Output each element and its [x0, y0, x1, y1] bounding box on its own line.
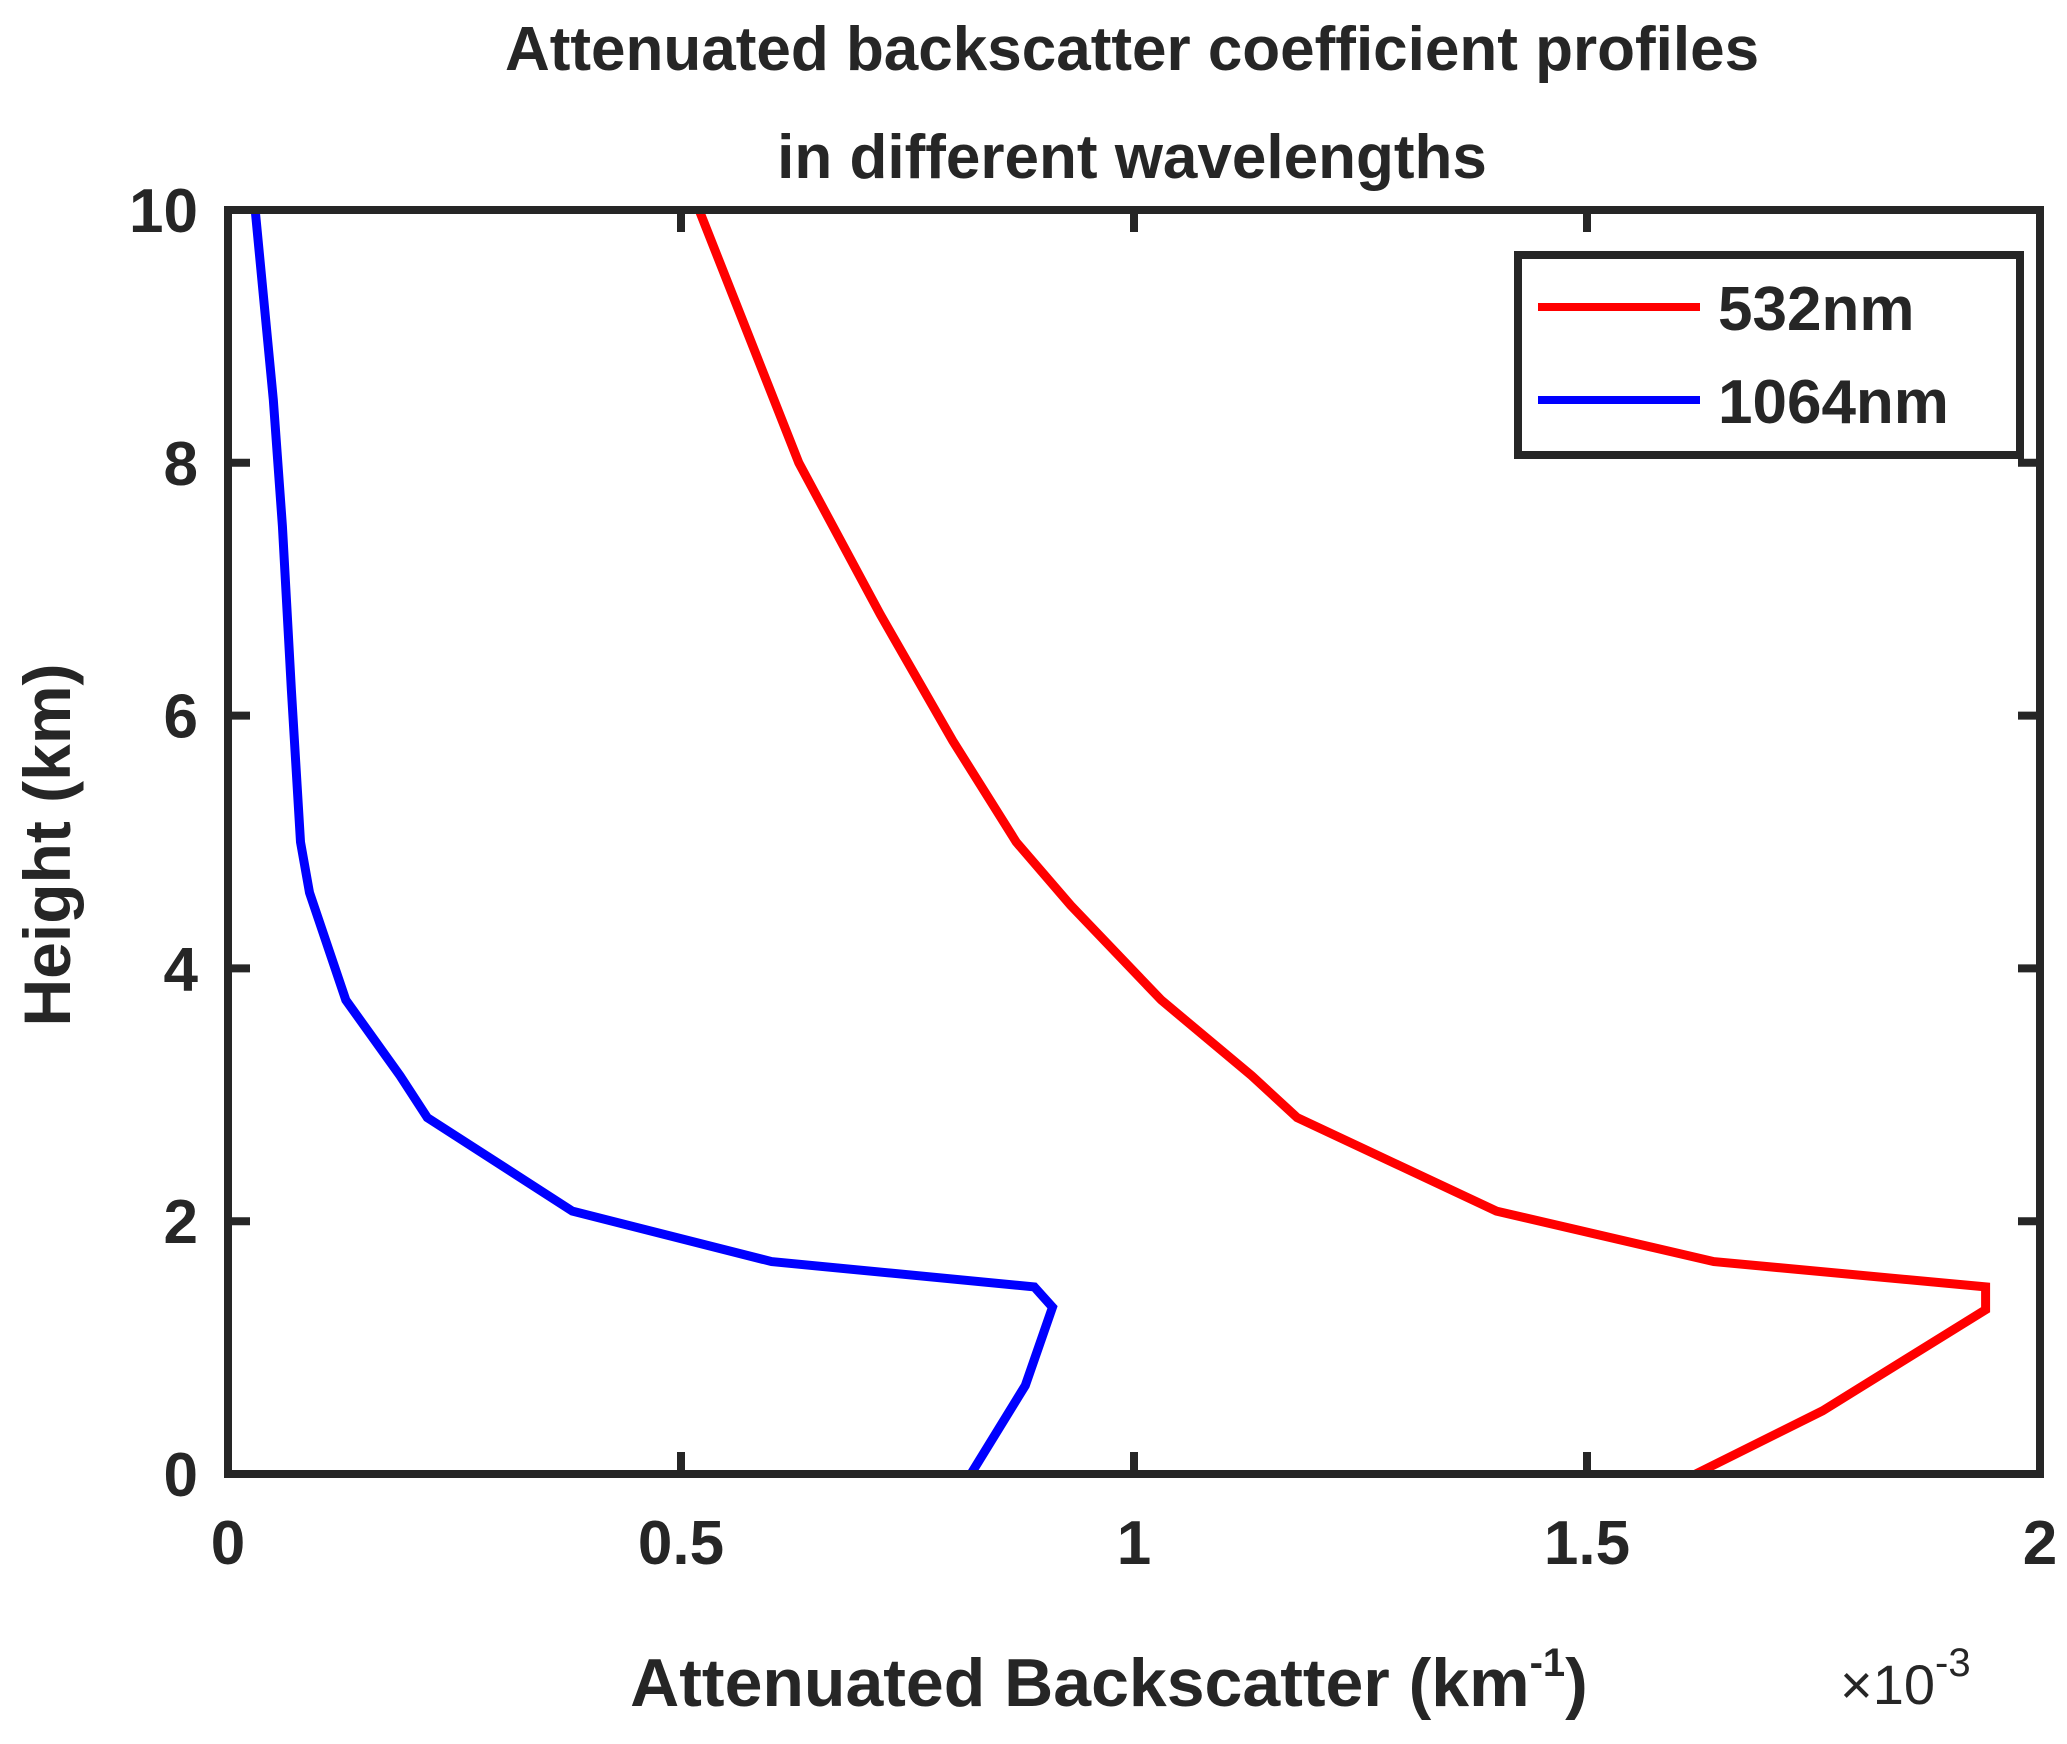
- x-tick-label: 1: [1117, 1509, 1151, 1578]
- x-axis-label-main: Attenuated Backscatter (km: [630, 1645, 1529, 1721]
- plot-area: [250, 208, 1991, 1479]
- x-tick-label: 1.5: [1544, 1509, 1630, 1578]
- x-tick-label: 0.5: [638, 1509, 724, 1578]
- legend-label-532nm: 532nm: [1718, 275, 1914, 344]
- x-axis-label-superscript: -1: [1530, 1641, 1566, 1685]
- y-tick-label: 0: [164, 1441, 198, 1510]
- x-axis-exponent-base: ×10: [1840, 1653, 1935, 1716]
- axes: 0 0.5 1 1.5 2 0 2 4 6 8 10: [129, 177, 2057, 1578]
- series-line-532nm: [694, 208, 1991, 1479]
- legend: 532nm 1064nm: [1514, 251, 2024, 459]
- x-axis-label-close: ): [1565, 1645, 1588, 1721]
- y-tick-label: 4: [164, 935, 199, 1004]
- chart-title-line-1: Attenuated backscatter coefficient profi…: [505, 15, 1759, 84]
- y-axis-label: Height (km): [10, 664, 84, 1027]
- y-tick-label: 8: [164, 430, 198, 499]
- legend-box: [1514, 251, 2024, 459]
- series-line-1064nm: [250, 209, 1058, 1477]
- x-axis-exponent-power: -3: [1935, 1641, 1971, 1685]
- x-tick-label: 0: [211, 1509, 245, 1578]
- y-tick-label: 2: [164, 1188, 198, 1257]
- x-tick-label: 2: [2023, 1509, 2057, 1578]
- x-axis-label: Attenuated Backscatter (km-1): [630, 1641, 1588, 1721]
- legend-label-1064nm: 1064nm: [1718, 368, 1949, 437]
- x-axis-exponent: ×10-3: [1840, 1641, 1971, 1716]
- y-tick-label: 10: [129, 177, 198, 246]
- y-tick-label: 6: [164, 683, 198, 752]
- chart-title-line-2: in different wavelengths: [777, 123, 1487, 192]
